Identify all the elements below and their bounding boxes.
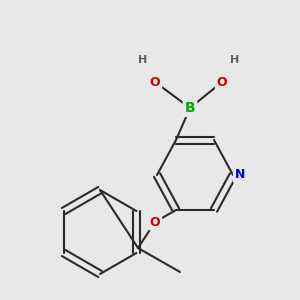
- Text: O: O: [150, 215, 160, 229]
- Text: O: O: [150, 76, 160, 88]
- Text: B: B: [185, 101, 195, 115]
- Text: H: H: [138, 55, 148, 65]
- Text: N: N: [235, 169, 245, 182]
- Text: O: O: [217, 76, 227, 88]
- Text: H: H: [230, 55, 240, 65]
